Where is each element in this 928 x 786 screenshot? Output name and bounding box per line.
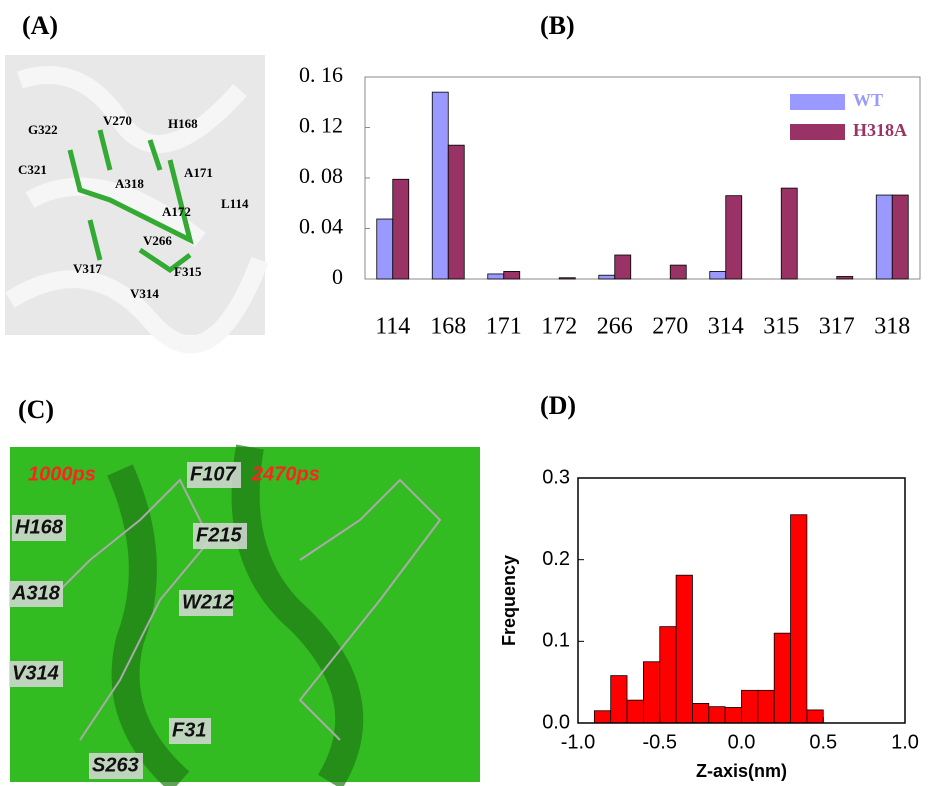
y-tick-label: 0. 08	[299, 163, 343, 188]
residue-label: H168	[168, 116, 198, 131]
residue-label: W212	[182, 591, 234, 613]
residue-label: F315	[174, 264, 202, 279]
label-box	[89, 753, 143, 779]
bar	[626, 699, 644, 724]
residue-label: V270	[103, 113, 132, 128]
bar	[836, 276, 854, 280]
label-box	[187, 462, 241, 488]
helix-shape	[5, 66, 269, 354]
bar	[875, 194, 893, 280]
residue-label: V314	[12, 662, 59, 684]
bar	[790, 514, 808, 724]
bar	[487, 273, 505, 280]
label-box	[9, 581, 63, 607]
label-box	[169, 718, 211, 744]
x-tick-label: 172	[541, 314, 577, 340]
panel-label: (B)	[540, 11, 575, 40]
y-tick-label: 0	[332, 264, 343, 289]
label-box	[193, 523, 247, 549]
residue-sticks	[67, 129, 194, 274]
panel-label: (A)	[22, 11, 58, 40]
bar	[891, 194, 909, 280]
x-tick-label: 1.0	[891, 731, 919, 753]
bar	[724, 707, 742, 724]
residue-label: V317	[73, 261, 102, 276]
x-tick-label: 314	[708, 314, 744, 340]
residue-label: A318	[115, 176, 144, 191]
x-tick-label: 0.5	[809, 731, 837, 753]
legend-swatch	[790, 124, 845, 140]
ligand-lines	[49, 478, 442, 741]
bar	[757, 689, 775, 724]
bar	[610, 675, 628, 724]
y-tick-label: 0.3	[542, 466, 570, 488]
x-tick-label: 315	[763, 314, 799, 340]
residue-label: F215	[196, 524, 242, 546]
panel-label: (C)	[18, 395, 54, 424]
y-tick-label: 0.1	[542, 630, 570, 652]
x-tick-label: 318	[874, 314, 910, 340]
legend-label: H318A	[853, 120, 907, 140]
residue-label: V266	[143, 233, 172, 248]
bar	[431, 91, 449, 280]
bar	[598, 274, 616, 280]
residue-label: A172	[162, 204, 191, 219]
residue-label: G322	[28, 122, 58, 137]
y-axis-title: Frequency	[499, 555, 519, 646]
bar	[447, 144, 465, 280]
x-tick-label: 168	[430, 314, 466, 340]
legend-label: WT	[853, 90, 883, 110]
legend-swatch	[790, 94, 845, 110]
bar	[725, 195, 743, 280]
x-tick-label: 171	[486, 314, 522, 340]
x-tick-label: -1.0	[561, 731, 595, 753]
bar	[376, 218, 394, 280]
bar	[709, 271, 727, 280]
y-tick-label: 0. 04	[299, 214, 343, 239]
bar	[669, 264, 687, 280]
time-label: 1000ps	[28, 463, 96, 485]
bar	[558, 277, 576, 280]
bar	[614, 254, 632, 280]
bar	[692, 703, 710, 724]
bar	[708, 706, 726, 724]
label-box	[179, 590, 233, 616]
x-axis-title: Z-axis(nm)	[696, 761, 787, 781]
label-box	[12, 515, 66, 541]
bar	[806, 709, 824, 724]
residue-label: A171	[184, 165, 213, 180]
bar	[503, 271, 521, 280]
x-tick-label: 0.0	[728, 731, 756, 753]
time-label: 2470ps	[251, 463, 320, 485]
bar	[741, 689, 759, 724]
residue-label: F31	[172, 719, 206, 741]
y-tick-label: 0.0	[542, 711, 570, 733]
residue-label: S263	[92, 754, 139, 776]
x-tick-label: -0.5	[643, 731, 677, 753]
bar	[392, 178, 410, 280]
residue-label: L114	[221, 196, 249, 211]
bar	[773, 632, 791, 724]
y-tick-label: 0. 12	[299, 113, 343, 138]
residue-label: H168	[15, 516, 64, 538]
residue-label: V314	[130, 286, 159, 301]
x-tick-label: 266	[597, 314, 633, 340]
residue-label: C321	[18, 162, 47, 177]
label-box	[9, 661, 63, 687]
x-tick-label: 114	[375, 314, 410, 340]
bar	[780, 187, 798, 280]
bar	[675, 574, 693, 724]
x-tick-label: 270	[652, 314, 688, 340]
bar	[659, 626, 677, 724]
panel-label: (D)	[540, 391, 576, 420]
y-tick-label: 0.2	[542, 548, 570, 570]
residue-label: F107	[190, 463, 236, 485]
bar	[593, 710, 612, 724]
x-tick-label: 317	[819, 314, 855, 340]
residue-label: A318	[11, 582, 61, 604]
bar	[643, 661, 661, 724]
y-tick-label: 0. 16	[299, 62, 343, 87]
